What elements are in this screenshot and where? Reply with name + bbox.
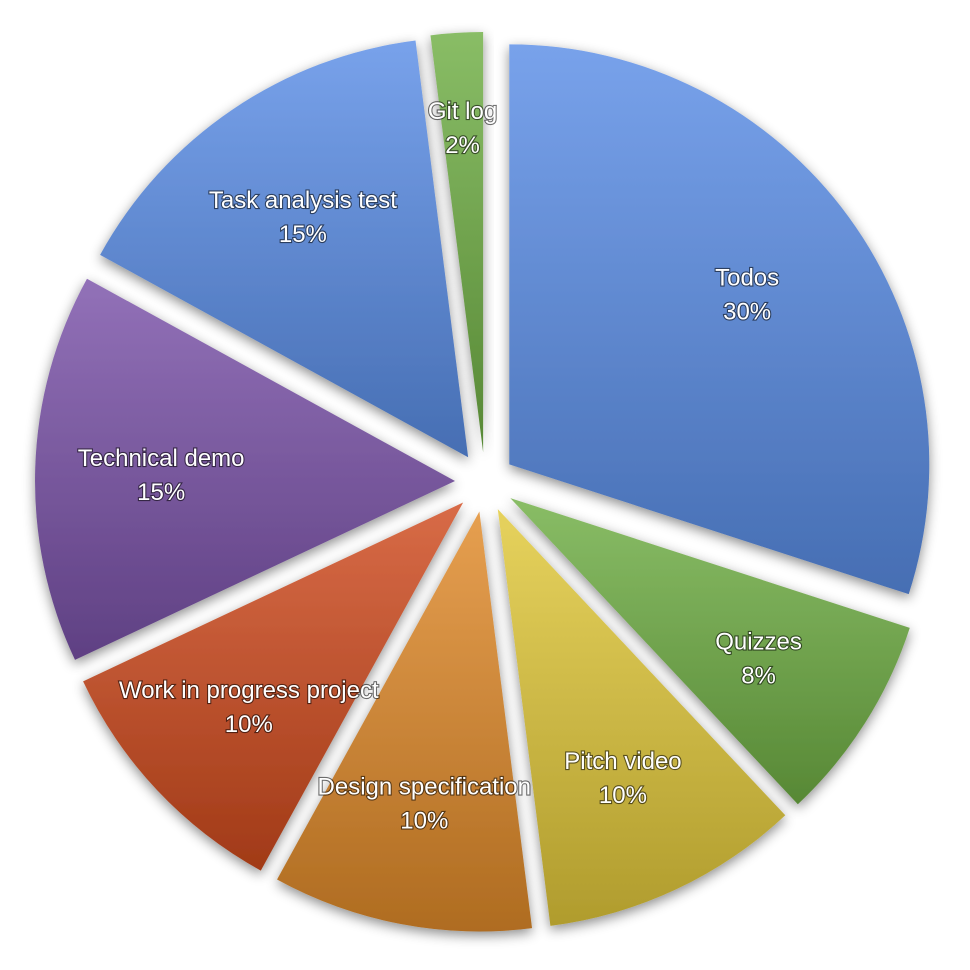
pie-slice-technical-demo <box>35 278 456 660</box>
slice-percent-pitch-video: 10% <box>599 782 647 809</box>
pie-slice-quizzes <box>510 498 910 805</box>
slice-label-pitch-video: Pitch video <box>564 748 681 775</box>
pie-slice-task-analysis-test <box>100 40 469 458</box>
slice-label-task-analysis-test: Task analysis test <box>209 187 397 214</box>
pie-slice-pitch-video <box>497 509 786 926</box>
slice-label-work-in-progress-project: Work in progress project <box>119 677 379 704</box>
pie-slice-design-specification <box>277 511 533 932</box>
labels-layer: Todos 30% Quizzes 8% Pitch video 10% Design sp… <box>77 97 803 835</box>
slice-label-git-log: Git log <box>428 98 497 125</box>
slice-percent-quizzes: 8% <box>741 663 776 690</box>
slice-label-technical-demo: Technical demo <box>78 445 245 472</box>
slice-percent-work-in-progress-project: 10% <box>225 711 273 738</box>
pie-slice-todos <box>509 44 930 595</box>
pie-slice-work-in-progress-project <box>83 502 464 871</box>
slice-percent-technical-demo: 15% <box>137 479 185 506</box>
slice-percent-git-log: 2% <box>445 132 480 159</box>
slice-percent-task-analysis-test: 15% <box>279 221 327 248</box>
slice-percent-design-specification: 10% <box>400 807 448 834</box>
slice-label-design-specification: Design specification <box>318 773 531 800</box>
slices-layer <box>35 32 930 932</box>
pie-slice-git-log <box>430 32 484 453</box>
slice-label-quizzes: Quizzes <box>715 629 802 656</box>
slice-label-todos: Todos <box>715 265 779 292</box>
slice-percent-todos: 30% <box>723 299 771 326</box>
